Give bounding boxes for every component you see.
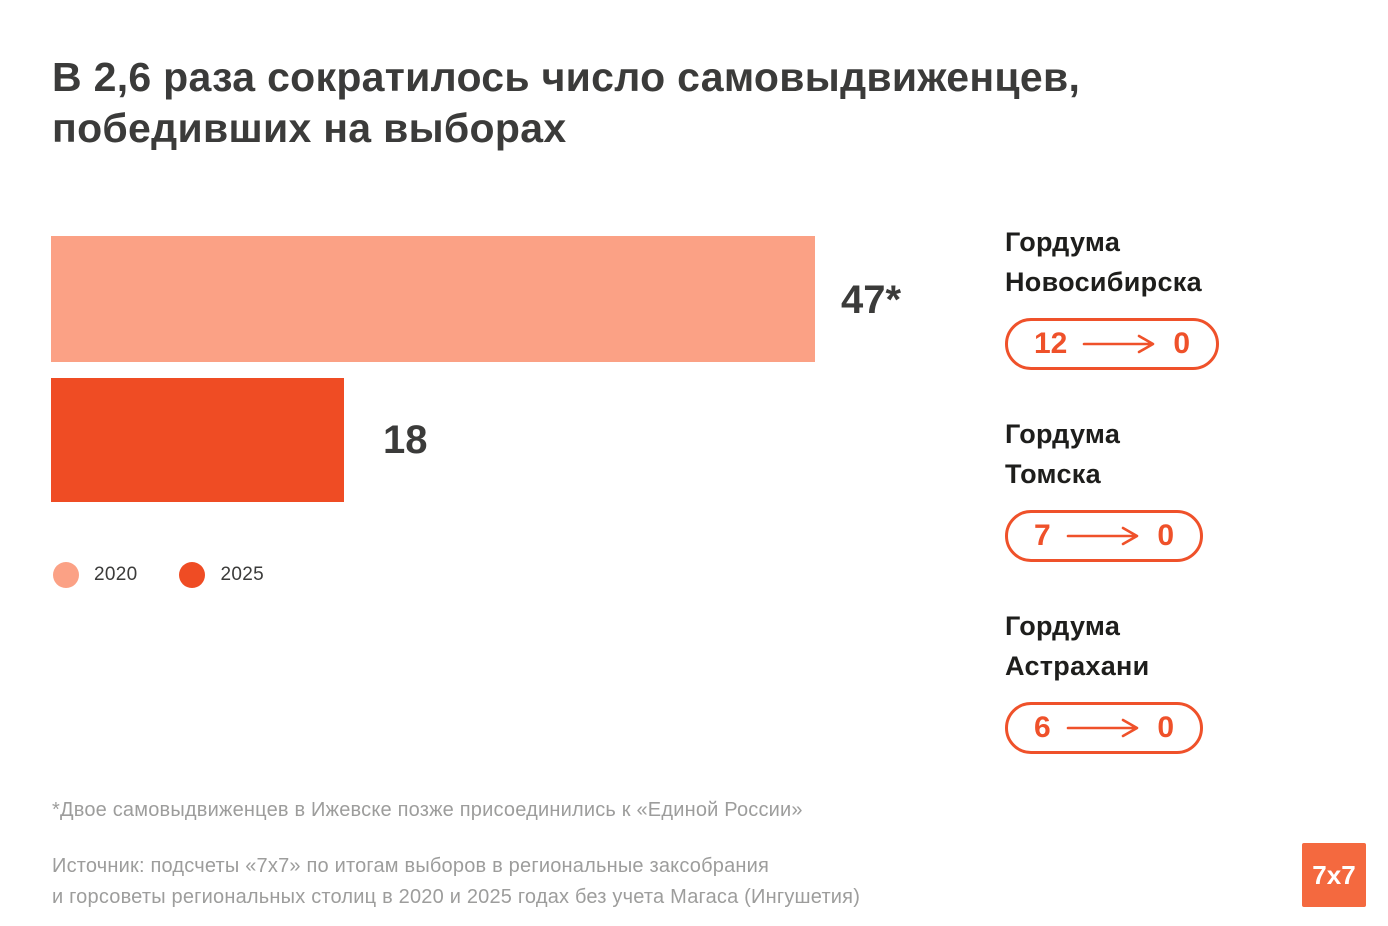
stat-from: 12 <box>1034 327 1068 360</box>
bar-2020 <box>51 236 815 362</box>
city-block-novosibirsk: Гордума Новосибирска 12 0 <box>1005 222 1345 370</box>
city-name-line1: Гордума <box>1005 419 1121 449</box>
legend-label-2020: 2020 <box>94 564 138 585</box>
stat-pill-astrakhan: 6 0 <box>1005 702 1203 754</box>
city-name-line2: Астрахани <box>1005 651 1150 681</box>
legend-item-2025: 2025 <box>179 562 264 588</box>
legend-label-2025: 2025 <box>220 564 264 585</box>
source-line1: Источник: подсчеты «7х7» по итогам выбор… <box>52 855 770 877</box>
legend-item-2020: 2020 <box>53 562 137 588</box>
city-name-astrakhan: Гордума Астрахани <box>1005 606 1345 686</box>
bar-value-2020: 47* <box>841 278 902 322</box>
7x7-logo: 7х7 <box>1302 843 1366 907</box>
stat-to: 0 <box>1173 327 1190 360</box>
stat-pill-tomsk: 7 0 <box>1005 510 1203 562</box>
stat-to: 0 <box>1157 519 1174 552</box>
city-block-tomsk: Гордума Томска 7 0 <box>1005 414 1345 562</box>
bar-value-2025: 18 <box>383 418 428 462</box>
stat-to: 0 <box>1157 711 1174 744</box>
source-note: Источник: подсчеты «7х7» по итогам выбор… <box>52 851 860 913</box>
stat-from: 7 <box>1034 519 1051 552</box>
footnote: *Двое самовыдвиженцев в Ижевске позже пр… <box>52 799 803 821</box>
right-arrow-icon <box>1066 718 1139 738</box>
city-name-line1: Гордума <box>1005 611 1121 641</box>
city-name-line2: Томска <box>1005 459 1101 489</box>
right-arrow-icon <box>1083 334 1155 354</box>
city-name-novosibirsk: Гордума Новосибирска <box>1005 222 1345 302</box>
stat-pill-novosibirsk: 12 0 <box>1005 318 1219 370</box>
city-block-astrakhan: Гордума Астрахани 6 0 <box>1005 606 1345 754</box>
chart-title: В 2,6 раза сократилось число самовыдвиже… <box>52 54 1081 151</box>
city-name-line1: Гордума <box>1005 227 1121 257</box>
city-name-tomsk: Гордума Томска <box>1005 414 1345 494</box>
legend: 2020 2025 <box>53 562 264 588</box>
right-arrow-icon <box>1066 526 1139 546</box>
source-line2: и горсоветы региональных столиц в 2020 и… <box>52 886 861 908</box>
stat-from: 6 <box>1034 711 1051 744</box>
legend-dot-2020-icon <box>53 562 79 588</box>
legend-dot-2025-icon <box>179 562 206 588</box>
bar-2025 <box>51 378 344 502</box>
city-name-line2: Новосибирска <box>1005 267 1202 297</box>
